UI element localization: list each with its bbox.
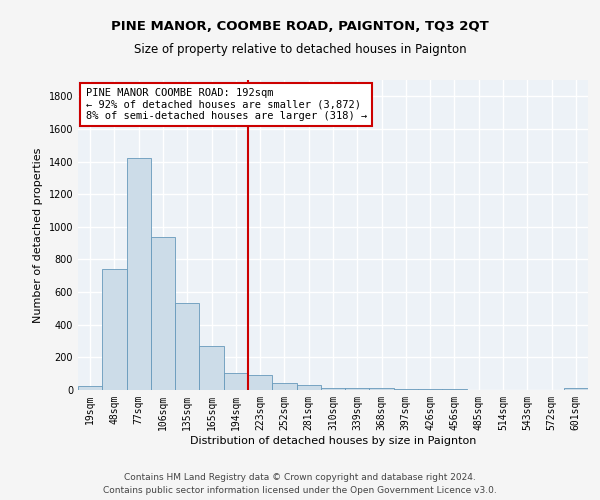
Bar <box>345 388 370 390</box>
Bar <box>151 237 175 390</box>
Bar <box>102 269 127 390</box>
Bar <box>199 346 224 390</box>
Bar <box>248 375 272 390</box>
Bar <box>418 389 442 390</box>
Text: PINE MANOR COOMBE ROAD: 192sqm
← 92% of detached houses are smaller (3,872)
8% o: PINE MANOR COOMBE ROAD: 192sqm ← 92% of … <box>86 88 367 121</box>
Bar <box>321 388 345 390</box>
Bar <box>175 303 199 390</box>
Bar <box>127 158 151 390</box>
Bar <box>78 386 102 390</box>
Bar <box>224 372 248 390</box>
Bar <box>370 388 394 390</box>
X-axis label: Distribution of detached houses by size in Paignton: Distribution of detached houses by size … <box>190 436 476 446</box>
Text: Size of property relative to detached houses in Paignton: Size of property relative to detached ho… <box>134 42 466 56</box>
Bar <box>564 388 588 390</box>
Y-axis label: Number of detached properties: Number of detached properties <box>33 148 43 322</box>
Bar <box>272 383 296 390</box>
Bar <box>394 388 418 390</box>
Text: Contains HM Land Registry data © Crown copyright and database right 2024.
Contai: Contains HM Land Registry data © Crown c… <box>103 473 497 495</box>
Text: PINE MANOR, COOMBE ROAD, PAIGNTON, TQ3 2QT: PINE MANOR, COOMBE ROAD, PAIGNTON, TQ3 2… <box>111 20 489 33</box>
Bar <box>296 386 321 390</box>
